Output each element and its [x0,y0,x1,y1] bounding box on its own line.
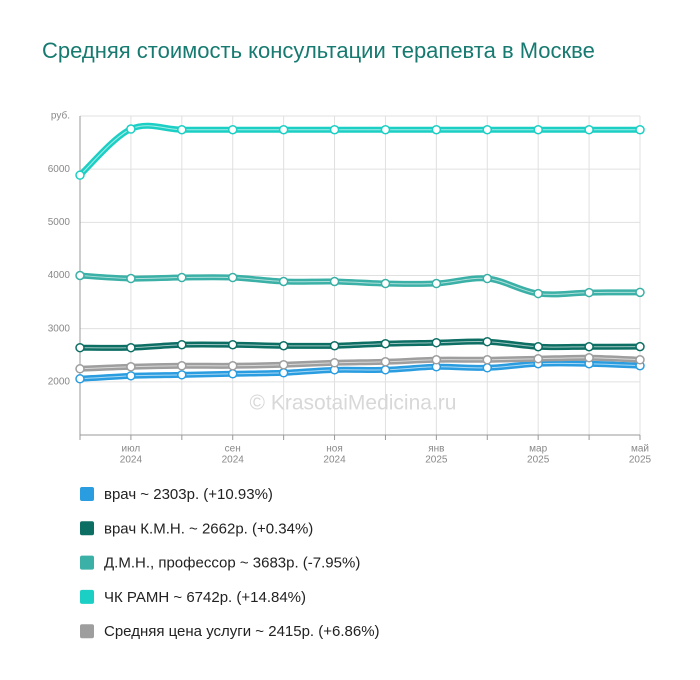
data-point [635,124,645,135]
x-tick-label: 2024 [323,455,346,466]
x-tick-label: ноя [326,444,343,455]
data-point [75,364,85,374]
legend-label: ЧК РАМН ~ 6742р. (+14.84%) [104,589,306,606]
data-point [584,287,594,298]
legend-label: Средняя цена услуги ~ 2415р. (+6.86%) [104,623,380,640]
data-point [278,360,289,370]
legend-swatch [80,589,94,604]
data-point [177,339,187,350]
legend-swatch [80,555,94,570]
data-point [329,124,340,135]
y-tick-label: 3000 [48,323,71,334]
y-tick-label: 2000 [48,376,71,387]
data-point [635,287,645,298]
data-point [431,124,442,135]
x-tick-label: июл [122,444,141,455]
data-point [482,273,493,284]
data-point [482,363,493,373]
data-point [278,368,289,378]
x-tick-label: янв [428,444,444,455]
data-point [75,170,85,180]
y-tick-label: руб. [51,110,70,122]
data-point [75,342,85,353]
data-point [177,124,187,135]
legend-swatch [80,487,94,501]
x-tick-label: 2024 [222,455,245,466]
data-point [380,338,391,349]
y-tick-label: 6000 [48,164,71,175]
legend-swatch [80,521,94,536]
x-tick-label: 2024 [120,455,143,466]
data-point [584,352,594,363]
data-point [278,340,289,351]
data-point [329,340,340,351]
data-point [329,358,340,368]
data-point [75,270,85,281]
data-point [635,355,645,365]
data-point [227,361,238,371]
x-tick-label: май [631,444,649,455]
data-point [75,374,85,384]
series-line-inner [79,125,640,176]
data-point [635,341,645,352]
data-point [482,336,493,347]
data-point [126,371,136,381]
y-tick-label: 4000 [48,270,71,281]
legend-label: врач К.М.Н. ~ 2662р. (+0.34%) [104,520,313,537]
chart-title: Средняя стоимость консультации терапевта… [42,38,595,63]
legend-label: врач ~ 2303р. (+10.93%) [104,486,273,503]
data-point [177,272,187,283]
legend-label: Д.М.Н., профессор ~ 3683р. (-7.95%) [104,555,360,572]
data-point [177,361,187,371]
data-point [431,337,442,348]
x-tick-label: 2025 [527,455,550,466]
data-point [380,357,391,367]
data-point [584,124,594,135]
data-point [533,288,543,299]
data-point [380,124,391,135]
series-line [77,122,643,179]
x-tick-label: сен [225,444,241,455]
data-point [227,339,238,350]
data-point [380,278,391,289]
data-point [227,272,238,283]
data-point [431,355,442,365]
data-point [126,362,136,372]
x-tick-label: мар [529,444,547,455]
data-point [227,369,238,379]
data-point [126,124,136,134]
data-point [126,342,136,353]
data-point [533,124,543,135]
data-point [329,276,340,287]
data-point [584,341,594,352]
data-point [482,355,493,365]
x-tick-label: 2025 [425,455,448,466]
watermark: © KrasotaiMedicina.ru [250,392,457,415]
x-tick-label: 2025 [629,455,652,466]
data-point [278,124,289,135]
data-point [431,278,442,289]
data-point [380,365,391,375]
data-point [227,124,238,135]
data-point [126,273,136,284]
data-point [482,124,493,135]
data-point [533,341,543,352]
data-point [533,354,543,364]
legend-swatch [80,624,94,639]
data-point [278,276,289,287]
data-point [177,370,187,380]
y-tick-label: 5000 [48,217,71,228]
